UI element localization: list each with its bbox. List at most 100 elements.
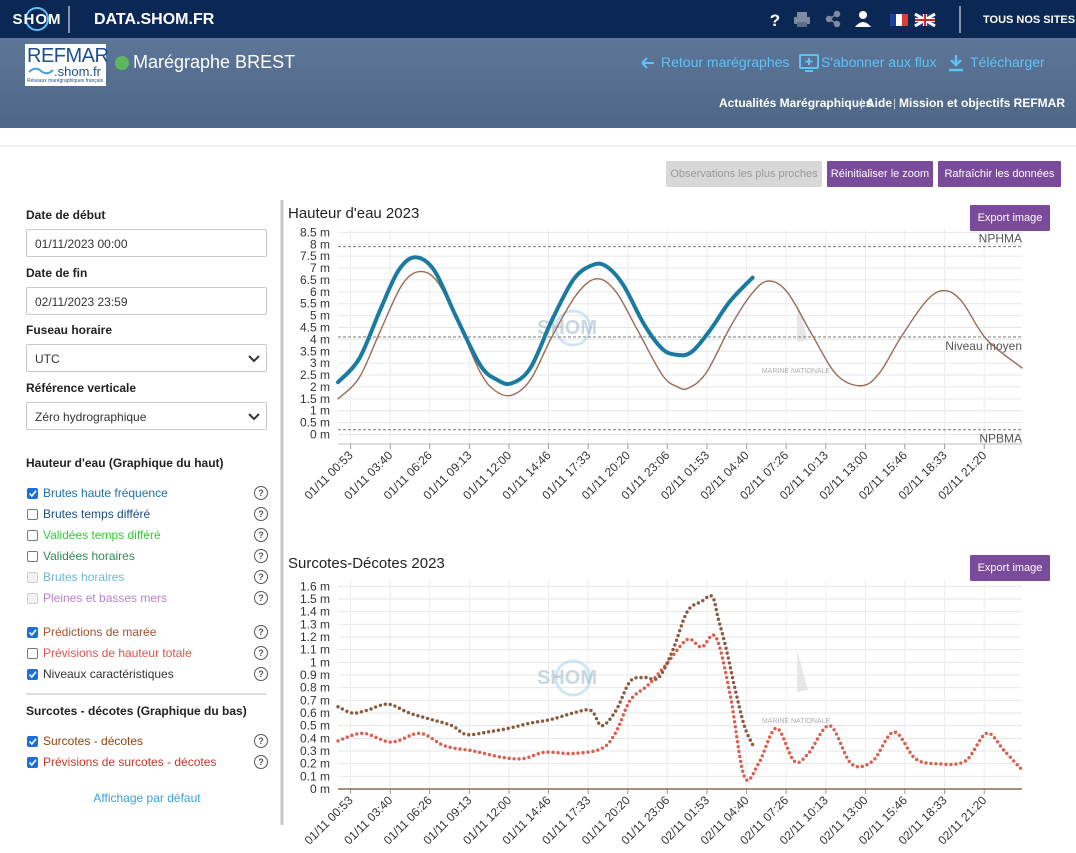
nav-separator: | <box>893 96 897 110</box>
help-icon[interactable]: ? <box>254 507 268 521</box>
field-label: Date de fin <box>26 266 88 280</box>
y-tick-label: 1.6 m <box>300 579 330 593</box>
print-icon[interactable] <box>794 12 810 27</box>
line-series <box>337 270 1023 400</box>
refmar-domain: .shom.fr <box>54 64 101 79</box>
toolbar-button[interactable]: Rafraîchir les données <box>938 161 1061 187</box>
help-icon[interactable]: ? <box>254 734 268 748</box>
line-series <box>336 255 755 387</box>
check-mark <box>28 671 37 679</box>
help-icon[interactable]: ? <box>254 755 268 769</box>
help-icon[interactable]: ? <box>770 11 780 30</box>
status-dot <box>115 56 129 70</box>
checkbox[interactable] <box>27 757 38 768</box>
help-icon[interactable]: ? <box>254 646 268 660</box>
y-tick-label: 0.9 m <box>300 668 330 682</box>
help-icon[interactable]: ? <box>254 667 268 681</box>
help-icon[interactable]: ? <box>254 549 268 563</box>
top-bar: SHOM DATA.SHOM.FR ? TOUS NOS SITES <box>0 0 1076 38</box>
back-link[interactable]: Retour marégraphes <box>661 54 790 70</box>
field-value: 01/11/2023 00:00 <box>35 237 128 251</box>
subscribe-link[interactable]: S'abonner aux flux <box>821 54 937 70</box>
select-chevron <box>248 413 260 421</box>
field-value: UTC <box>35 352 60 366</box>
checkbox <box>27 593 38 604</box>
station-title: Marégraphe BREST <box>133 52 296 72</box>
y-tick-label: 5 m <box>310 309 330 323</box>
y-tick-label: 2.5 m <box>300 368 330 382</box>
toolbar-button[interactable]: Réinitialiser le zoom <box>827 161 933 187</box>
default-link[interactable]: Affichage par défaut <box>93 791 201 805</box>
help-icon[interactable]: ? <box>254 570 268 584</box>
mission-link[interactable]: Mission et objectifs REFMAR <box>899 96 1066 110</box>
flag-fr[interactable] <box>890 14 908 26</box>
y-tick-label: 6.5 m <box>300 273 330 287</box>
checkbox-label[interactable]: Prévisions de surcotes - décotes <box>43 755 217 769</box>
checkbox-label[interactable]: Brutes temps différé <box>43 507 151 521</box>
field-label: Référence verticale <box>26 381 137 395</box>
watermark-sail <box>797 300 808 342</box>
checkbox[interactable] <box>27 488 38 499</box>
checkbox-label[interactable]: Prévisions de hauteur totale <box>43 646 192 660</box>
select-box[interactable]: UTC <box>26 344 267 372</box>
y-tick-label: 3.5 m <box>300 344 330 358</box>
field-value: Zéro hydrographique <box>35 410 147 424</box>
site-name[interactable]: DATA.SHOM.FR <box>94 11 215 28</box>
toolbar-button: Observations les plus proches <box>666 161 822 187</box>
checkbox[interactable] <box>27 648 38 659</box>
y-tick-label: 0.8 m <box>300 681 330 695</box>
flag-uk[interactable] <box>914 12 936 28</box>
checkbox[interactable] <box>27 736 38 747</box>
y-tick-label: 1 m <box>310 655 330 669</box>
input-box[interactable]: 02/11/2023 23:59 <box>26 287 267 315</box>
share-icon[interactable] <box>825 10 841 28</box>
checkbox-label[interactable]: Brutes haute fréquence <box>43 486 168 500</box>
export-button[interactable]: Export image <box>970 555 1050 581</box>
checkbox-label[interactable]: Validées horaires <box>43 549 135 563</box>
checkbox[interactable] <box>27 551 38 562</box>
help-icon[interactable]: ? <box>254 486 268 500</box>
checkbox-label[interactable]: Niveaux caractéristiques <box>43 667 174 681</box>
checkbox[interactable] <box>27 627 38 638</box>
refmar-logo[interactable]: REFMAR .shom.fr Réseaux marégraphiques f… <box>25 44 109 86</box>
select-box[interactable]: Zéro hydrographique <box>26 402 267 430</box>
y-tick-label: 5.5 m <box>300 297 330 311</box>
reference-label: Niveau moyen <box>945 339 1022 353</box>
link-icons <box>641 54 963 72</box>
chevron <box>248 355 260 363</box>
nav-separator: | <box>860 96 864 110</box>
help-icon[interactable]: ? <box>254 528 268 542</box>
download-link[interactable]: Télécharger <box>970 54 1045 70</box>
checkbox[interactable] <box>27 530 38 541</box>
news-link[interactable]: Actualités Marégraphiques <box>719 96 873 110</box>
y-tick-label: 1.3 m <box>300 617 330 631</box>
checkbox-label[interactable]: Surcotes - décotes <box>43 734 144 748</box>
field-label: Date de début <box>26 208 106 222</box>
group-title: Surcotes - décotes (Graphique du bas) <box>26 704 247 718</box>
y-tick-label: 0 m <box>310 427 330 441</box>
y-tick-label: 6 m <box>310 285 330 299</box>
y-tick-label: 4.5 m <box>300 320 330 334</box>
refmar-wave <box>28 67 54 75</box>
help-icon[interactable]: ? <box>254 625 268 639</box>
all-sites[interactable]: TOUS NOS SITES <box>983 14 1075 26</box>
checkbox[interactable] <box>27 669 38 680</box>
checkbox[interactable] <box>27 509 38 520</box>
user-icon[interactable] <box>855 11 871 27</box>
reference-label: NPHMA <box>979 232 1022 246</box>
export-button[interactable]: Export image <box>970 205 1050 231</box>
check-mark <box>28 629 37 637</box>
y-tick-label: 8 m <box>310 237 330 251</box>
y-tick-label: 0.1 m <box>300 769 330 783</box>
input-box[interactable]: 01/11/2023 00:00 <box>26 229 267 257</box>
help-icon[interactable]: ? <box>254 591 268 605</box>
sidebar: Date de début 01/11/2023 00:00 Date de fin… <box>0 0 280 853</box>
shom-logo[interactable]: SHOM <box>13 11 62 28</box>
watermark-ring <box>554 659 592 697</box>
checkbox-label[interactable]: Validées temps différé <box>43 528 161 542</box>
checkbox-label[interactable]: Prédictions de marée <box>43 625 157 639</box>
help-link[interactable]: Aide <box>866 96 893 110</box>
check <box>28 629 37 637</box>
check-mark <box>28 490 37 498</box>
